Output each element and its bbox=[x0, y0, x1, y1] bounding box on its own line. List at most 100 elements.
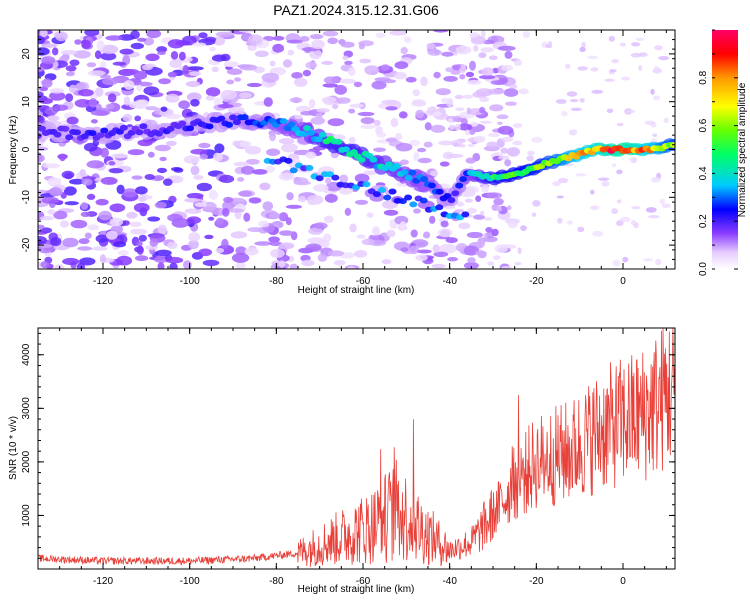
spectrogram-noise-blob bbox=[531, 136, 543, 143]
spectrogram-noise-blob bbox=[188, 239, 199, 250]
spectrogram-noise-blob bbox=[86, 193, 96, 200]
spectrogram-noise-blob bbox=[145, 53, 160, 62]
spectrogram-noise-blob bbox=[73, 50, 91, 59]
spectrogram-noise-blob bbox=[494, 244, 508, 253]
spectrogram-noise-blob bbox=[80, 202, 89, 210]
spectrogram-noise-blob bbox=[487, 132, 500, 138]
spectrogram-noise-blob bbox=[63, 186, 77, 196]
spectrogram-noise-blob bbox=[501, 64, 514, 72]
spectrogram-noise-blob bbox=[587, 55, 598, 60]
spectrogram-noise-blob bbox=[456, 202, 465, 207]
spectrogram-noise-blob bbox=[566, 220, 574, 225]
spectrogram-noise-blob bbox=[76, 262, 85, 269]
spectrogram-noise-blob bbox=[69, 178, 85, 185]
spectrogram-noise-blob bbox=[154, 201, 167, 209]
spectrogram-noise-blob bbox=[324, 193, 338, 203]
spectrogram-noise-blob bbox=[480, 47, 495, 53]
spectrogram-noise-blob bbox=[427, 49, 442, 56]
spectrogram-noise-blob bbox=[323, 76, 338, 84]
spectrogram-noise-blob bbox=[80, 211, 91, 217]
spectrogram-noise-blob bbox=[532, 200, 541, 207]
spectrogram-noise-blob bbox=[269, 241, 283, 247]
spectrogram-noise-blob bbox=[95, 198, 109, 206]
spectrogram-noise-blob bbox=[487, 88, 505, 95]
spectrogram-noise-blob bbox=[405, 76, 417, 83]
spectrogram-noise-blob bbox=[116, 184, 125, 195]
spectrogram-noise-blob bbox=[469, 60, 476, 71]
spectrogram-noise-blob bbox=[653, 95, 661, 101]
spectrogram-noise-blob bbox=[417, 157, 432, 164]
spectrogram-noise-blob bbox=[59, 153, 66, 162]
spectrogram-noise-blob bbox=[84, 30, 100, 37]
spectrogram-noise-blob bbox=[144, 174, 155, 180]
spectrogram-noise-blob bbox=[65, 93, 74, 102]
spectrogram-noise-blob bbox=[137, 37, 147, 42]
spectrogram-noise-blob bbox=[654, 66, 660, 71]
spectrogram-noise-blob bbox=[475, 195, 482, 202]
spectrogram-noise-blob bbox=[53, 210, 68, 220]
spectrogram-noise-blob bbox=[211, 66, 219, 73]
spectrogram-noise-blob bbox=[78, 238, 90, 245]
spectrogram-noise-blob bbox=[357, 111, 375, 117]
spectrogram-noise-blob bbox=[610, 69, 617, 73]
spectrogram-noise-blob bbox=[398, 111, 408, 119]
spectrogram-ridge-blob bbox=[419, 197, 428, 204]
spectrogram-noise-blob bbox=[53, 104, 69, 111]
spectrogram-noise-blob bbox=[631, 42, 641, 47]
spectrogram-noise-blob bbox=[248, 34, 263, 45]
spectrogram-noise-blob bbox=[252, 169, 268, 175]
spectrogram-noise-blob bbox=[190, 99, 200, 107]
spectrogram-noise-blob bbox=[204, 36, 217, 43]
spectrogram-noise-blob bbox=[363, 170, 377, 176]
spectrogram-noise-blob bbox=[339, 174, 349, 183]
spectrogram-noise-blob bbox=[380, 64, 390, 71]
spectrogram-noise-blob bbox=[321, 60, 334, 65]
spectrogram-noise-blob bbox=[38, 115, 45, 124]
spectrogram-ridge-blob bbox=[378, 186, 387, 193]
spectrogram-noise-blob bbox=[390, 117, 399, 128]
spectrogram-ridge-blob bbox=[315, 175, 324, 182]
spectrogram-noise-blob bbox=[232, 140, 241, 147]
spectrogram-noise-blob bbox=[129, 221, 142, 227]
spectrogram-noise-blob bbox=[294, 77, 308, 87]
spectrogram-noise-blob bbox=[216, 217, 224, 225]
spectrogram-noise-blob bbox=[123, 80, 135, 90]
spectrogram-noise-blob bbox=[52, 47, 59, 56]
spectrogram-noise-blob bbox=[433, 71, 441, 79]
colorbar-tick-label: 0.2 bbox=[698, 214, 709, 228]
spectrogram-noise-blob bbox=[356, 234, 366, 239]
spectrogram-noise-blob bbox=[231, 252, 250, 263]
spectrogram-noise-blob bbox=[47, 177, 62, 187]
spectrogram-noise-blob bbox=[69, 59, 80, 66]
spectrogram-noise-blob bbox=[638, 52, 648, 57]
x-tick-label: -80 bbox=[269, 276, 284, 287]
spectrogram-noise-blob bbox=[221, 238, 229, 249]
spectrogram-noise-blob bbox=[481, 185, 489, 193]
spectrogram-noise-blob bbox=[146, 30, 162, 39]
spectrogram-noise-blob bbox=[289, 263, 299, 269]
spectrogram-ridge-blob bbox=[388, 188, 397, 195]
spectrogram-noise-blob bbox=[577, 66, 588, 71]
spectrogram-ridge-blob bbox=[362, 181, 371, 188]
spectrogram-noise-blob bbox=[491, 228, 499, 237]
spectrogram-noise-blob bbox=[124, 69, 139, 74]
spectrogram-noise-blob bbox=[159, 156, 167, 162]
spectrogram-noise-blob bbox=[592, 230, 604, 237]
spectrogram-noise-blob bbox=[226, 208, 244, 213]
spectrogram-noise-blob bbox=[38, 236, 47, 245]
spectrogram-noise-blob bbox=[235, 246, 247, 256]
spectrogram-noise-blob bbox=[181, 35, 197, 46]
spectrogram-noise-blob bbox=[412, 89, 420, 97]
spectrogram-noise-blob bbox=[481, 67, 494, 76]
spectrogram-noise-blob bbox=[612, 259, 621, 267]
spectrogram-ridge-blob bbox=[186, 125, 195, 132]
spectrogram-noise-blob bbox=[41, 78, 53, 88]
snr-panel: -120 -100 -80 -60 -40 -20 0 1000 2000 3000 4000 He… bbox=[8, 327, 676, 595]
spectrogram-noise-blob bbox=[55, 31, 68, 42]
spectrogram-noise-blob bbox=[604, 78, 615, 82]
spectrogram-noise-blob bbox=[447, 257, 458, 262]
spectrogram-noise-blob bbox=[433, 251, 449, 258]
spectrogram-noise-blob bbox=[245, 145, 261, 155]
spectrogram-noise-blob bbox=[323, 215, 334, 224]
